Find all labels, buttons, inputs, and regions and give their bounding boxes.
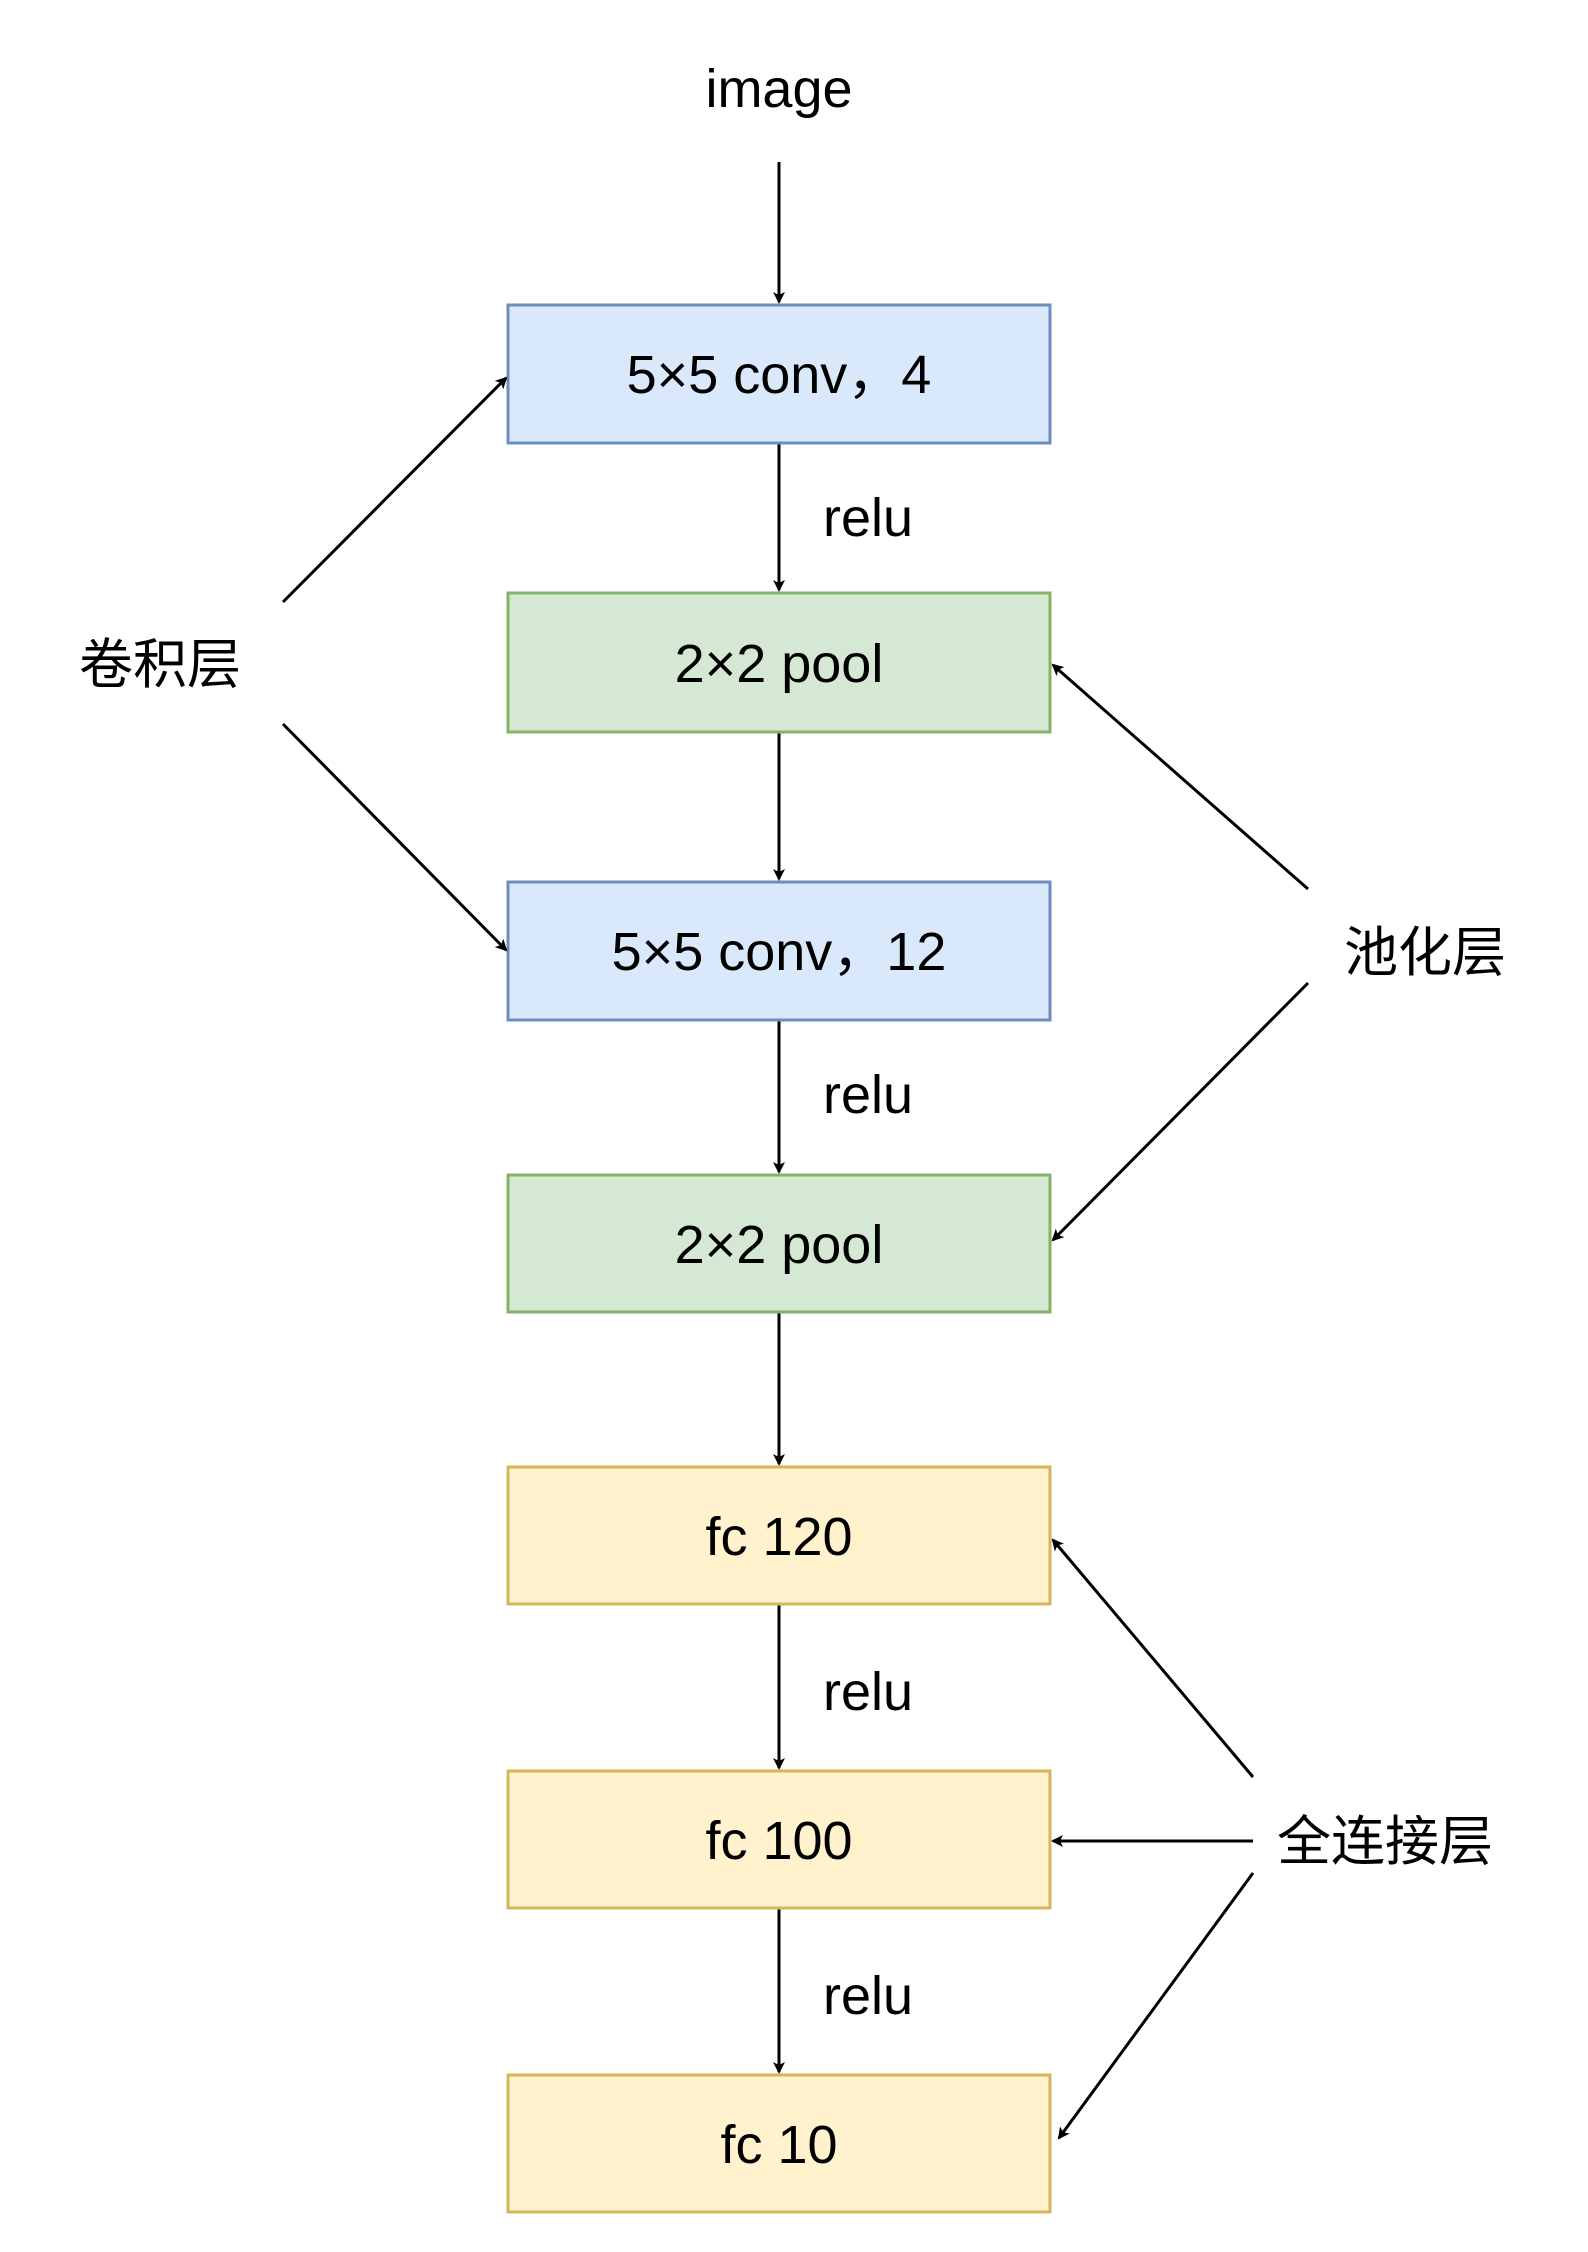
node-conv1-box [506,303,1052,445]
group-label-conv: 卷积层 [79,633,241,696]
relu-label-1: relu [823,488,913,548]
node-conv1-label: 5×5 conv，4 [627,345,932,405]
node-pool1-label: 2×2 pool [675,634,884,694]
node-fc2-box [506,1769,1052,1910]
node-fc3-label: fc 10 [720,2115,837,2175]
node-fc2: fc 100 [506,1769,1052,1910]
node-conv1: 5×5 conv，4 [506,303,1052,445]
node-pool2-label: 2×2 pool [675,1215,884,1275]
arrow-pool-label-to-pool1 [1051,663,1309,891]
arrow-fc-label-to-fc3 [1057,1872,1255,2140]
node-conv2-box [506,880,1052,1022]
node-pool2-box [506,1173,1052,1314]
node-fc3-box [506,2073,1052,2214]
node-conv2: 5×5 conv，12 [506,880,1052,1022]
node-fc3: fc 10 [506,2073,1052,2214]
relu-label-3: relu [823,1662,913,1722]
group-label-pool: 池化层 [1344,921,1506,984]
node-fc1-label: fc 120 [705,1507,852,1567]
arrow-conv-label-to-conv1 [281,376,508,604]
relu-label-2: relu [823,1065,913,1125]
node-pool2: 2×2 pool [506,1173,1052,1314]
node-fc1: fc 120 [506,1465,1052,1606]
node-pool1: 2×2 pool [506,591,1052,734]
node-pool1-box [506,591,1052,734]
arrow-conv-label-to-conv2 [281,722,508,952]
node-fc2-label: fc 100 [705,1811,852,1871]
relu-label-4: relu [823,1966,913,2026]
arrow-fc-label-to-fc1 [1051,1538,1255,1778]
arrow-pool-label-to-pool2 [1051,981,1310,1242]
group-label-fc: 全连接层 [1277,1810,1493,1873]
node-fc1-box [506,1465,1052,1606]
node-conv2-label: 5×5 conv，12 [612,922,947,982]
input-label: image [705,59,852,119]
